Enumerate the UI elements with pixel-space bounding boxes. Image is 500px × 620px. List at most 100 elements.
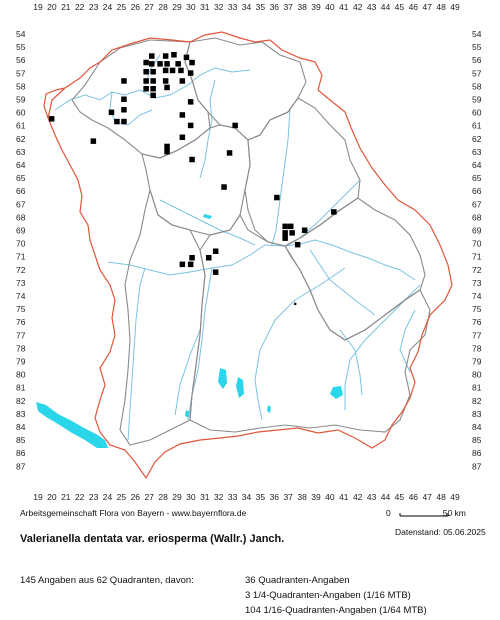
y-label-left-56: 56 [16, 55, 26, 65]
x-label-top-27: 27 [144, 2, 154, 12]
occurrence-marker-2 [171, 52, 177, 58]
x-label-top-49: 49 [450, 2, 460, 12]
bodensee-lake [36, 402, 108, 448]
x-label-bottom-23: 23 [89, 492, 99, 502]
tegernsee-lake [267, 405, 271, 413]
occurrence-marker-25 [121, 96, 127, 102]
danube-river [107, 239, 416, 281]
y-label-right-54: 54 [472, 29, 482, 39]
altmuehl-river [159, 199, 256, 246]
occurrence-marker-24 [150, 92, 156, 99]
y-label-right-67: 67 [472, 199, 482, 209]
x-label-top-46: 46 [409, 2, 419, 12]
x-label-bottom-49: 49 [450, 492, 460, 502]
occurrence-marker-3 [183, 54, 190, 61]
y-label-left-80: 80 [16, 370, 26, 380]
occurrence-marker-7 [164, 61, 170, 67]
occurrence-marker-22 [150, 86, 156, 92]
occurrence-marker-32 [121, 118, 127, 125]
x-label-bottom-38: 38 [297, 492, 307, 502]
regnitz-river [199, 79, 216, 179]
occurrence-marker-17 [143, 78, 149, 84]
lower-franconia-border [71, 39, 211, 159]
y-label-left-84: 84 [16, 422, 26, 432]
x-label-bottom-30: 30 [186, 492, 196, 502]
x-label-bottom-22: 22 [75, 492, 85, 502]
x-label-bottom-46: 46 [409, 492, 419, 502]
y-label-right-64: 64 [472, 160, 482, 170]
y-label-right-75: 75 [472, 304, 482, 314]
occurrence-marker-10 [143, 69, 149, 75]
x-label-bottom-21: 21 [61, 492, 71, 502]
y-label-left-63: 63 [16, 147, 26, 157]
occurrence-marker-4 [143, 59, 149, 66]
occurrence-marker-40 [189, 156, 195, 163]
occurrence-marker-44 [282, 223, 288, 230]
x-label-top-20: 20 [47, 2, 57, 12]
x-label-top-33: 33 [228, 2, 238, 12]
x-label-top-31: 31 [200, 2, 210, 12]
x-label-top-48: 48 [436, 2, 446, 12]
x-label-bottom-26: 26 [131, 492, 141, 502]
y-label-right-78: 78 [472, 343, 482, 353]
y-label-right-82: 82 [472, 396, 482, 406]
x-label-top-23: 23 [89, 2, 99, 12]
occurrence-marker-33 [187, 122, 194, 129]
occurrence-marker-18 [150, 78, 156, 84]
x-label-top-25: 25 [117, 2, 127, 12]
y-label-left-69: 69 [16, 226, 26, 236]
y-label-right-81: 81 [472, 383, 482, 393]
isar-river [254, 267, 346, 421]
y-label-left-70: 70 [16, 239, 26, 249]
vils-river [309, 249, 376, 316]
occurrence-marker-21 [143, 86, 149, 92]
y-label-right-73: 73 [472, 278, 482, 288]
scale-km: 50 km [442, 508, 466, 518]
starnberger-see-lake [236, 377, 244, 398]
x-label-top-32: 32 [214, 2, 224, 12]
lakes [36, 214, 343, 448]
y-label-left-77: 77 [16, 330, 26, 340]
y-label-left-75: 75 [16, 304, 26, 314]
occurrence-marker-9 [189, 59, 195, 66]
occurrence-marker-31 [114, 118, 120, 125]
x-label-bottom-29: 29 [172, 492, 182, 502]
ammersee-lake [218, 368, 227, 389]
x-label-bottom-31: 31 [200, 492, 210, 502]
x-label-top-38: 38 [297, 2, 307, 12]
grid-labels: 1919202021212222232324242525262627272828… [16, 2, 482, 502]
data-date: Datenstand: 05.06.2025 [395, 527, 486, 537]
occurrence-marker-16 [121, 78, 127, 84]
x-label-bottom-19: 19 [33, 492, 43, 502]
y-label-left-68: 68 [16, 212, 26, 222]
y-label-left-55: 55 [16, 42, 26, 52]
x-label-bottom-42: 42 [353, 492, 363, 502]
small-occurrence-marker-0 [293, 302, 297, 306]
x-label-top-21: 21 [61, 2, 71, 12]
occurrence-marker-8 [175, 61, 181, 67]
main-river [54, 67, 251, 111]
scale-zero: 0 [386, 508, 391, 518]
occurrence-marker-12 [162, 67, 169, 74]
y-label-right-84: 84 [472, 422, 482, 432]
x-label-top-26: 26 [131, 2, 141, 12]
y-label-right-70: 70 [472, 239, 482, 249]
y-label-left-87: 87 [16, 461, 26, 471]
occurrence-marker-34 [232, 122, 238, 129]
bavaria-west-appendix [43, 87, 66, 119]
x-label-bottom-34: 34 [242, 492, 252, 502]
occurrence-marker-5 [149, 61, 155, 67]
y-label-left-81: 81 [16, 383, 26, 393]
y-label-left-67: 67 [16, 199, 26, 209]
x-label-top-44: 44 [381, 2, 391, 12]
occurrence-marker-42 [274, 194, 280, 201]
bavaria-border [47, 31, 453, 480]
y-label-left-64: 64 [16, 160, 26, 170]
occurrence-marker-46 [282, 230, 288, 236]
y-label-right-85: 85 [472, 435, 482, 445]
occurrence-marker-41 [221, 184, 227, 190]
y-label-left-83: 83 [16, 409, 26, 419]
x-label-top-41: 41 [339, 2, 349, 12]
y-label-right-77: 77 [472, 330, 482, 340]
occurrence-marker-39 [226, 150, 233, 156]
